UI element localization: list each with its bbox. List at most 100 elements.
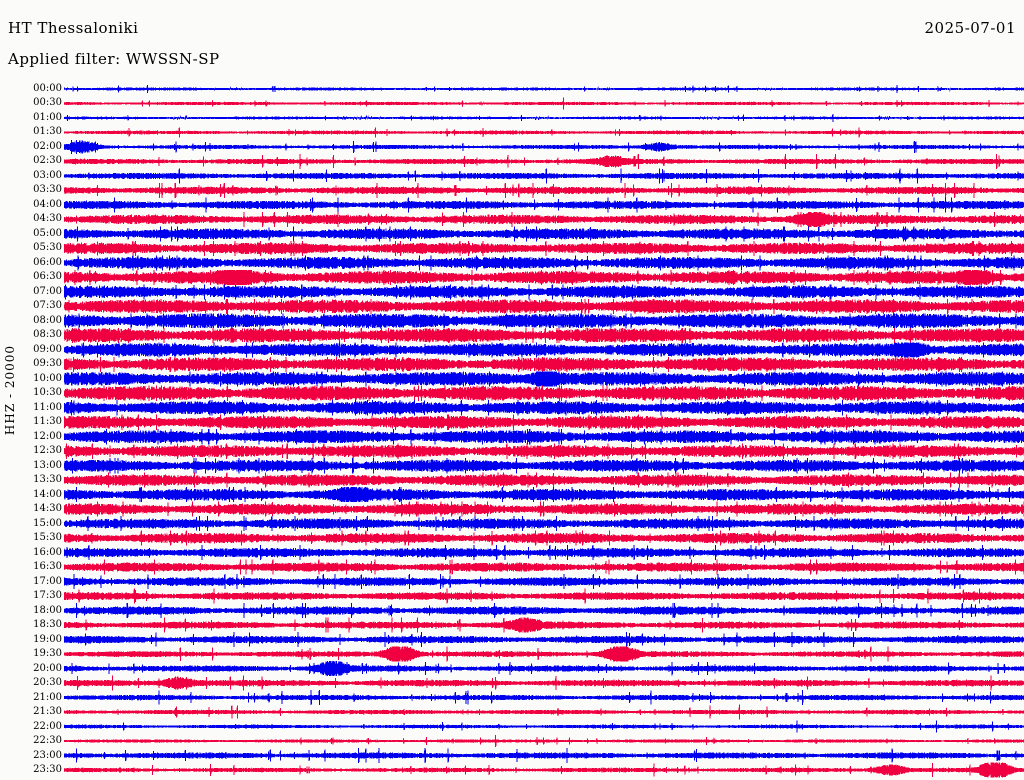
- trace-row: [64, 603, 1024, 619]
- trace-row: [64, 660, 1024, 677]
- trace-row: [64, 588, 1024, 604]
- time-tick-label: 01:00: [33, 111, 62, 123]
- trace-row: [64, 97, 1024, 110]
- time-tick-label: 03:00: [33, 169, 62, 181]
- time-tick-label: 13:30: [33, 474, 62, 486]
- trace-row: [64, 113, 1024, 123]
- trace-row: [64, 269, 1024, 285]
- trace-row: [64, 559, 1024, 575]
- trace-row: [64, 720, 1024, 733]
- time-tick-label: 15:00: [33, 517, 62, 529]
- time-tick-label: 11:30: [33, 416, 62, 428]
- time-tick-label: 17:30: [33, 590, 62, 602]
- time-tick-label: 20:30: [33, 677, 62, 689]
- time-tick-label: 07:30: [33, 300, 62, 312]
- time-tick-label: 05:30: [33, 242, 62, 254]
- time-tick-label: 19:30: [33, 648, 62, 660]
- time-tick-label: 15:30: [33, 532, 62, 544]
- trace-row: [64, 704, 1024, 720]
- trace-row: [64, 327, 1024, 343]
- applied-filter-label: Applied filter: WWSSN-SP: [8, 50, 220, 68]
- trace-row: [64, 342, 1024, 358]
- time-tick-label: 00:30: [33, 97, 62, 109]
- trace-row: [64, 127, 1024, 138]
- time-tick-label: 12:00: [33, 430, 62, 442]
- time-tick-label: 11:00: [33, 401, 62, 413]
- time-tick-label: 16:00: [33, 546, 62, 558]
- trace-row: [64, 85, 1024, 93]
- time-tick-label: 20:00: [33, 662, 62, 674]
- trace-row: [64, 617, 1024, 633]
- trace-row: [64, 429, 1024, 445]
- trace-row: [64, 371, 1024, 387]
- trace-row: [64, 762, 1024, 778]
- time-tick-label: 18:00: [33, 604, 62, 616]
- trace-row: [64, 298, 1024, 314]
- time-tick-label: 09:30: [33, 358, 62, 370]
- time-tick-label: 07:00: [33, 285, 62, 297]
- trace-row: [64, 356, 1024, 372]
- time-tick-label: 23:00: [33, 749, 62, 761]
- time-tick-label: 02:30: [33, 155, 62, 167]
- trace-row: [64, 226, 1024, 242]
- time-tick-label: 04:30: [33, 213, 62, 225]
- time-tick-label: 02:00: [33, 140, 62, 152]
- trace-row: [64, 313, 1024, 329]
- time-tick-label: 03:30: [33, 184, 62, 196]
- time-tick-label: 16:30: [33, 561, 62, 573]
- time-tick-label: 01:30: [33, 126, 62, 138]
- trace-row: [64, 545, 1024, 561]
- time-tick-label: 22:00: [33, 720, 62, 732]
- trace-row: [64, 735, 1024, 747]
- time-tick-label: 09:00: [33, 343, 62, 355]
- time-tick-label: 13:00: [33, 459, 62, 471]
- time-axis: 00:00 00:30 01:00 01:30 02:00 02:30 03:00 03:30…: [0, 78, 64, 778]
- trace-row: [64, 458, 1024, 474]
- seismogram-plot: 00:00 00:30 01:00 01:30 02:00 02:30 03:00 03:30…: [0, 78, 1024, 778]
- time-tick-label: 14:00: [33, 488, 62, 500]
- trace-row: [64, 197, 1024, 213]
- trace-row: [64, 385, 1024, 401]
- trace-row: [64, 501, 1024, 517]
- trace-row: [64, 168, 1024, 184]
- time-tick-label: 14:30: [33, 503, 62, 515]
- time-tick-label: 05:00: [33, 227, 62, 239]
- time-tick-label: 21:00: [33, 691, 62, 703]
- trace-row: [64, 255, 1024, 271]
- time-tick-label: 08:00: [33, 314, 62, 326]
- time-tick-label: 04:00: [33, 198, 62, 210]
- time-tick-label: 12:30: [33, 445, 62, 457]
- trace-row: [64, 139, 1024, 155]
- time-tick-label: 00:00: [33, 83, 62, 94]
- trace-row: [64, 530, 1024, 546]
- time-tick-label: 22:30: [33, 735, 62, 747]
- trace-row: [64, 240, 1024, 256]
- time-tick-label: 08:30: [33, 329, 62, 341]
- trace-row: [64, 182, 1024, 199]
- time-tick-label: 23:30: [33, 764, 62, 775]
- trace-row: [64, 487, 1024, 503]
- trace-row: [64, 675, 1024, 691]
- trace-row: [64, 516, 1024, 532]
- trace-canvas: [64, 85, 1024, 778]
- trace-row: [64, 689, 1024, 706]
- time-tick-label: 10:30: [33, 387, 62, 399]
- trace-row: [64, 414, 1024, 430]
- trace-row: [64, 646, 1024, 662]
- trace-row: [64, 472, 1024, 488]
- time-tick-label: 06:30: [33, 271, 62, 283]
- time-tick-label: 21:30: [33, 706, 62, 718]
- trace-row: [64, 400, 1024, 416]
- trace-row: [64, 747, 1024, 764]
- page-title: HT Thessaloniki: [8, 19, 139, 37]
- trace-row: [64, 211, 1024, 227]
- trace-row: [64, 284, 1024, 300]
- time-tick-label: 06:00: [33, 256, 62, 268]
- time-tick-label: 18:30: [33, 619, 62, 631]
- time-tick-label: 17:00: [33, 575, 62, 587]
- date-label: 2025-07-01: [924, 19, 1016, 37]
- time-tick-label: 10:00: [33, 372, 62, 384]
- trace-row: [64, 443, 1024, 459]
- trace-row: [64, 632, 1024, 648]
